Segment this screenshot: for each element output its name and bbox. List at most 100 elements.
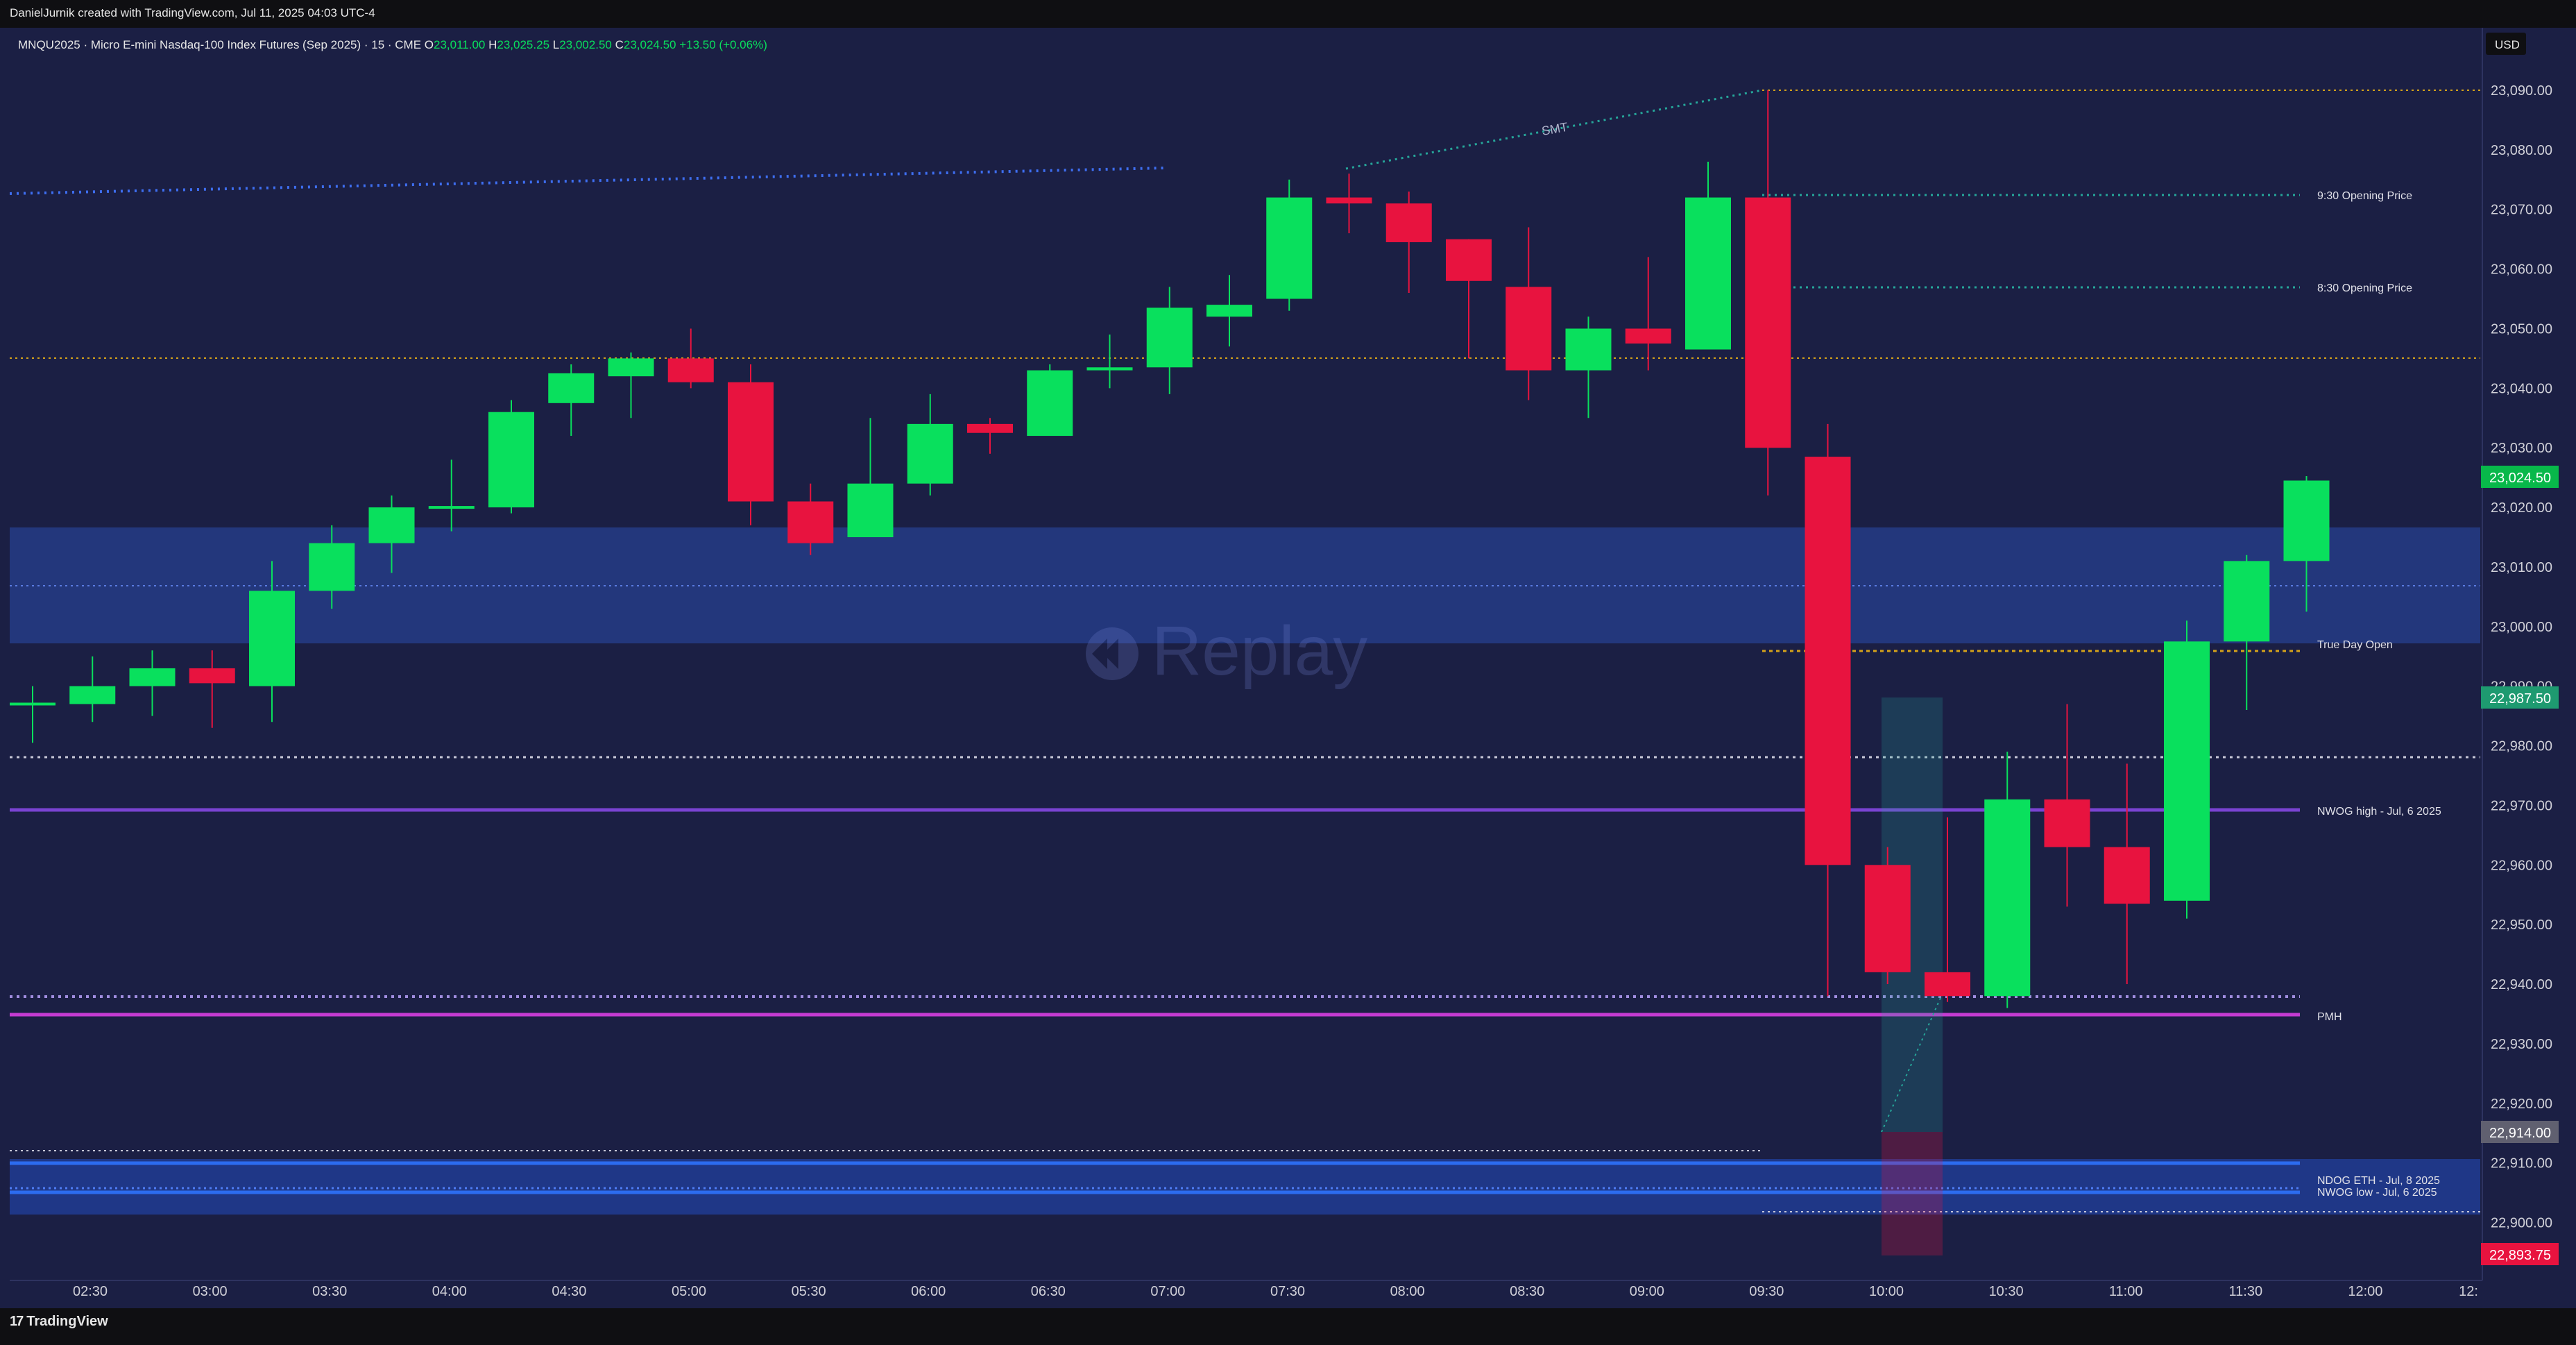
price-tag-label-stop: 22,893.75 bbox=[2489, 1248, 2551, 1263]
y-tick-label: 23,010.00 bbox=[2491, 560, 2552, 575]
candle-body bbox=[1685, 197, 1731, 350]
candle bbox=[309, 525, 355, 609]
legend-open-label: O bbox=[425, 38, 434, 51]
x-tick-label: 09:30 bbox=[1749, 1284, 1784, 1299]
price-tag-last bbox=[2481, 466, 2559, 488]
candle bbox=[1027, 364, 1073, 437]
candle-body bbox=[1864, 865, 1911, 972]
candle-body bbox=[2164, 641, 2210, 901]
legend-close-label: C bbox=[615, 38, 624, 51]
candle bbox=[1446, 239, 1492, 359]
y-tick-label: 22,960.00 bbox=[2491, 858, 2552, 873]
x-tick-label: 09:00 bbox=[1630, 1284, 1664, 1299]
legend-low: 23,002.50 bbox=[559, 38, 615, 51]
candle bbox=[1086, 335, 1133, 389]
candle-body bbox=[608, 358, 654, 377]
x-tick-label: 08:30 bbox=[1510, 1284, 1544, 1299]
candle-body bbox=[2044, 799, 2090, 847]
bottom-bar bbox=[0, 1308, 2576, 1345]
candle bbox=[129, 650, 176, 716]
legend-change: +13.50 (+0.06%) bbox=[679, 38, 767, 51]
candle bbox=[1266, 179, 1313, 311]
y-tick-label: 22,900.00 bbox=[2491, 1216, 2552, 1231]
level-label-0: 9:30 Opening Price bbox=[2317, 190, 2412, 202]
candle-body bbox=[1146, 307, 1193, 368]
y-tick-label: 23,020.00 bbox=[2491, 500, 2552, 516]
smt-line bbox=[1345, 89, 1763, 170]
candle bbox=[2224, 555, 2270, 711]
candle-body bbox=[1326, 197, 1372, 204]
candle bbox=[249, 561, 295, 722]
candle bbox=[548, 364, 595, 437]
legend-open: 23,011.00 bbox=[434, 38, 488, 51]
x-tick-label: 12:00 bbox=[2348, 1284, 2382, 1299]
x-tick-label: 07:00 bbox=[1150, 1284, 1185, 1299]
plot-area: Replay bbox=[10, 89, 2480, 1255]
y-tick-label: 22,940.00 bbox=[2491, 977, 2552, 992]
candle bbox=[1385, 191, 1432, 293]
position-loss-zone bbox=[1882, 1132, 1943, 1255]
x-tick-label: 02:30 bbox=[73, 1284, 108, 1299]
candle-body bbox=[1266, 197, 1313, 299]
replay-icon bbox=[1086, 627, 1138, 680]
y-tick-label: 23,050.00 bbox=[2491, 321, 2552, 337]
y-tick-label: 23,030.00 bbox=[2491, 441, 2552, 456]
tradingview-logo[interactable]: 17 TradingView bbox=[10, 1314, 108, 1330]
smt-label: SMT bbox=[1541, 120, 1569, 138]
ndog-zone bbox=[10, 1159, 2480, 1215]
price-axis bbox=[2482, 28, 2576, 1280]
candle bbox=[1326, 174, 1372, 234]
y-tick-label: 23,040.00 bbox=[2491, 381, 2552, 396]
candle-body bbox=[1745, 197, 1791, 448]
top-bar: DanielJurnik created with TradingView.co… bbox=[0, 0, 2576, 28]
candle bbox=[2044, 704, 2090, 907]
tradingview-brand: TradingView bbox=[26, 1314, 108, 1329]
candle bbox=[608, 352, 654, 418]
candle bbox=[368, 495, 415, 573]
x-tick-label: 11:30 bbox=[2229, 1284, 2263, 1299]
candle-body bbox=[1086, 367, 1133, 371]
x-tick-label: 06:00 bbox=[911, 1284, 946, 1299]
candle bbox=[787, 483, 834, 555]
y-tick-label: 22,980.00 bbox=[2491, 739, 2552, 754]
candle-body bbox=[967, 423, 1013, 433]
replay-watermark: Replay bbox=[1086, 612, 1367, 690]
legend-symbol: MNQU2025 · Micro E-mini Nasdaq-100 Index… bbox=[18, 38, 425, 51]
candle-body bbox=[428, 506, 475, 509]
candle bbox=[667, 328, 714, 389]
legend-high-label: H bbox=[488, 38, 497, 51]
price-tag-label-entry: 22,914.00 bbox=[2489, 1126, 2551, 1141]
x-tick-label: 05:30 bbox=[792, 1284, 826, 1299]
candle-body bbox=[1984, 799, 2031, 997]
candle bbox=[2164, 620, 2210, 919]
ohlc-legend: MNQU2025 · Micro E-mini Nasdaq-100 Index… bbox=[18, 38, 767, 51]
candle-body bbox=[249, 591, 295, 686]
candle-body bbox=[2283, 480, 2330, 561]
candle bbox=[428, 459, 475, 532]
x-tick-label: 03:30 bbox=[312, 1284, 347, 1299]
candle-body bbox=[907, 423, 953, 484]
candle-body bbox=[1027, 370, 1073, 437]
price-tag-up-target bbox=[2481, 686, 2559, 709]
price-tag-label-last: 23,024.50 bbox=[2489, 471, 2551, 486]
level-label-6: NWOG low - Jul, 6 2025 bbox=[2317, 1187, 2437, 1199]
x-tick-label: 04:30 bbox=[552, 1284, 586, 1299]
level-label-5: NDOG ETH - Jul, 8 2025 bbox=[2317, 1175, 2440, 1187]
candle-body bbox=[69, 686, 116, 704]
level-label-1: 8:30 Opening Price bbox=[2317, 282, 2412, 294]
candle bbox=[69, 656, 116, 722]
candle bbox=[1864, 847, 1911, 985]
candle-body bbox=[667, 358, 714, 382]
y-tick-label: 23,070.00 bbox=[2491, 203, 2552, 218]
candle-body bbox=[787, 501, 834, 543]
candle bbox=[1625, 257, 1671, 371]
x-tick-label: 10:30 bbox=[1989, 1284, 2024, 1299]
x-tick-label: 05:00 bbox=[672, 1284, 706, 1299]
price-tag-entry bbox=[2481, 1121, 2559, 1143]
level-label-3: NWOG high - Jul, 6 2025 bbox=[2317, 806, 2441, 818]
candle-body bbox=[309, 543, 355, 591]
candle bbox=[907, 394, 953, 496]
legend-low-label: L bbox=[553, 38, 559, 51]
candle-body bbox=[1625, 328, 1671, 344]
